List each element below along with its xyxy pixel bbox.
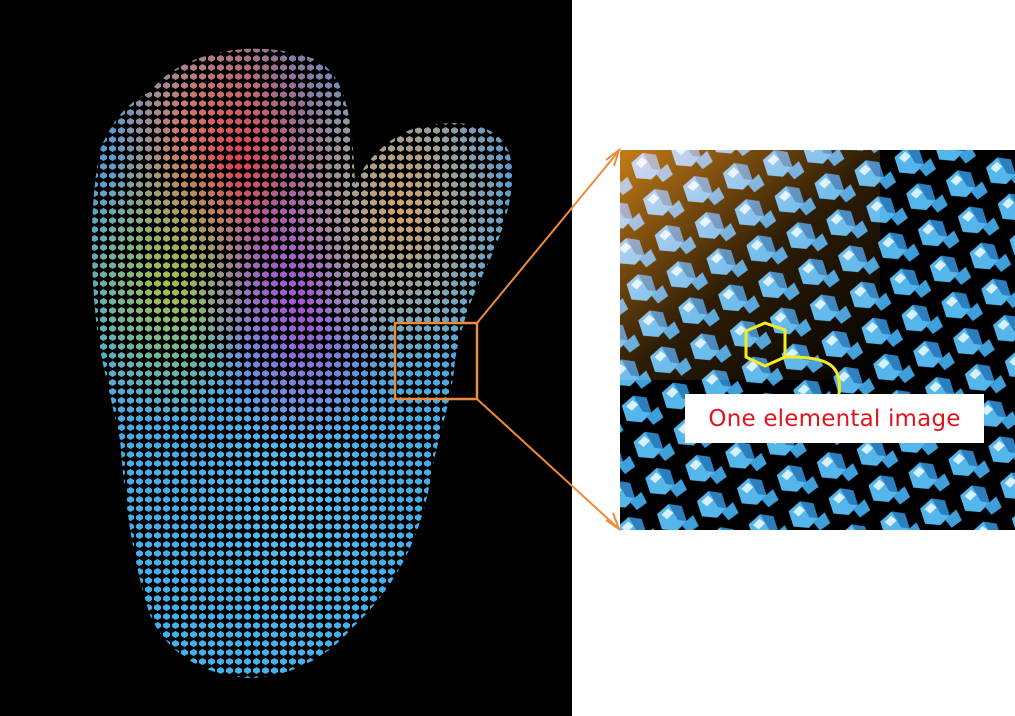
callout-line-bottom <box>476 398 619 529</box>
arrow-head-bottom <box>605 512 622 532</box>
annotation-label: One elemental image <box>708 405 961 432</box>
annotation-label-box: One elemental image <box>685 394 984 443</box>
arrow-head-top <box>605 147 621 167</box>
hand-elemental-image-array <box>91 48 513 679</box>
zoom-source-rectangle <box>393 321 479 401</box>
leader-line <box>784 355 841 395</box>
zoomed-lens-array <box>620 150 1015 530</box>
callout-line-top <box>476 151 619 324</box>
hexagon-outline-icon <box>744 321 787 368</box>
